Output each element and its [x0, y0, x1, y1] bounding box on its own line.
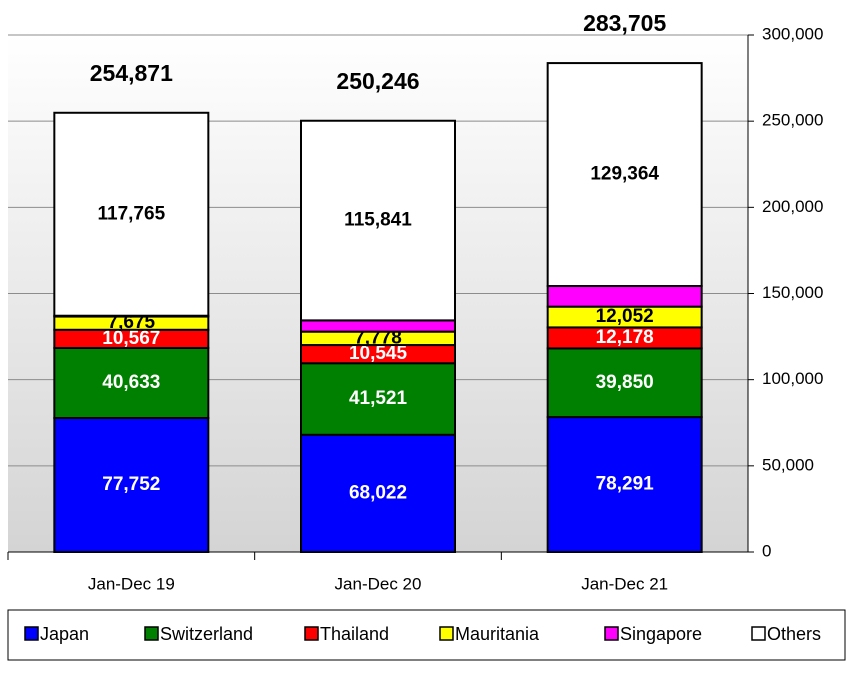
bar-segment — [53, 346, 210, 420]
legend-label: Mauritania — [455, 624, 540, 644]
segment-label: 10,545 — [349, 343, 408, 364]
bar-segment — [300, 119, 456, 322]
segment-label: 68,022 — [349, 482, 407, 503]
legend-swatch — [24, 626, 39, 641]
x-tick-label: Jan-Dec 20 — [335, 574, 422, 593]
legend-label: Singapore — [620, 624, 702, 644]
segment-label: 39,850 — [596, 372, 654, 393]
segment-label: 117,765 — [98, 203, 166, 224]
segment-label: 129,364 — [590, 164, 659, 185]
bar-segment — [546, 285, 703, 308]
segment-label: 40,633 — [102, 372, 160, 393]
bar-segment — [53, 111, 210, 317]
y-tick-label: 0 — [762, 541, 771, 560]
legend-label: Japan — [40, 624, 89, 644]
bar-segment — [546, 416, 703, 554]
segment-label: 115,841 — [344, 210, 412, 231]
y-tick-label: 50,000 — [762, 455, 814, 474]
y-tick-label: 100,000 — [762, 369, 823, 388]
segment-label: 10,567 — [102, 328, 160, 349]
segment-label: 12,052 — [596, 306, 654, 327]
legend-box — [7, 609, 846, 661]
legend-swatch — [144, 626, 159, 641]
y-tick-label: 150,000 — [762, 283, 823, 302]
legend-label: Thailand — [320, 624, 389, 644]
total-label: 283,705 — [583, 10, 666, 36]
y-tick-label: 300,000 — [762, 24, 823, 43]
x-tick-label: Jan-Dec 21 — [581, 574, 668, 593]
bar-segment — [53, 417, 210, 553]
legend-label: Switzerland — [160, 624, 253, 644]
legend-swatch — [439, 626, 454, 641]
bar-segment — [546, 62, 703, 288]
legend-label: Others — [767, 624, 821, 644]
total-label: 250,246 — [336, 68, 419, 94]
y-tick-label: 250,000 — [762, 111, 823, 130]
bar-segment — [300, 362, 456, 436]
legend-swatch — [604, 626, 619, 641]
x-tick-label: Jan-Dec 19 — [88, 574, 175, 593]
segment-label: 12,178 — [596, 327, 654, 348]
segment-label: 78,291 — [596, 474, 655, 495]
legend-swatch — [751, 626, 766, 641]
segment-label: 41,521 — [349, 388, 408, 409]
bar-segment — [300, 433, 456, 553]
legend-swatch — [304, 626, 319, 641]
total-label: 254,871 — [90, 60, 173, 86]
bar-segment — [546, 347, 703, 419]
y-tick-label: 200,000 — [762, 197, 823, 216]
segment-label: 77,752 — [102, 474, 160, 495]
bar-segment — [300, 319, 456, 333]
